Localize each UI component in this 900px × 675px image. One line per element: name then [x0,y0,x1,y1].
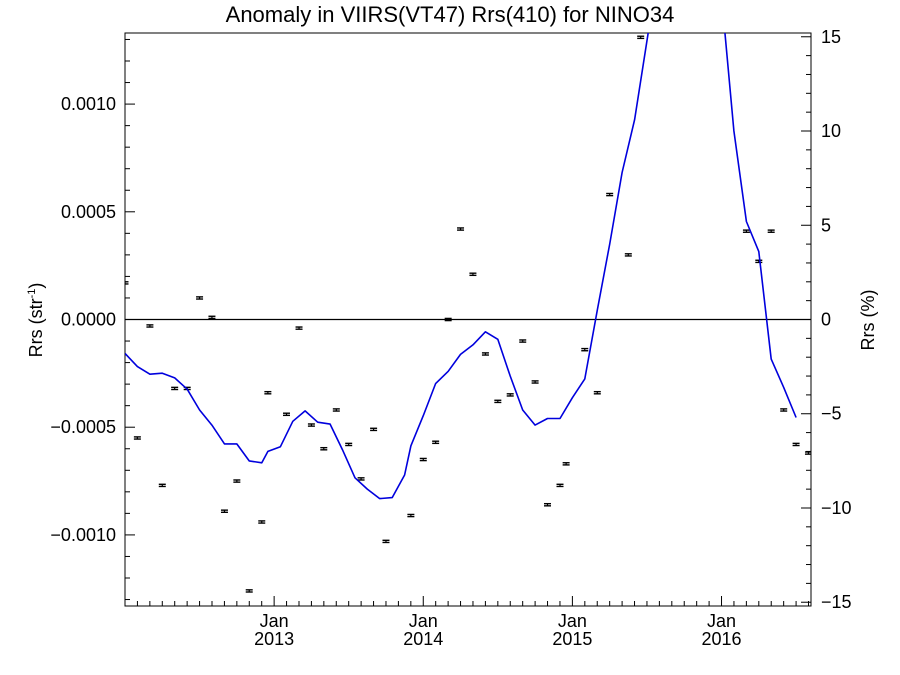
rrs-anomaly-point [562,462,570,466]
rrs-anomaly-point [444,317,452,322]
y2-tick-label: −5 [821,404,842,424]
rrs-anomaly-point [531,380,539,384]
rrs-anomaly-point [345,442,353,447]
x-tick-label-year: 2014 [403,629,443,649]
rrs-anomaly-point [283,412,291,417]
y-tick-label: −0.0005 [50,417,116,437]
axis-labels: Rrs (str-1) Rrs (%) [26,283,878,358]
plot-area [125,33,811,593]
rrs-anomaly-point [158,483,166,488]
rrs-anomaly-point [419,457,427,462]
rrs-anomaly-point [295,326,303,330]
y2-tick-label: 15 [821,27,841,47]
rrs-anomaly-point [332,408,340,412]
y2-tick-label: −15 [821,592,852,612]
y-tick-label: 0.0000 [61,310,116,330]
rrs-anomaly-point [556,483,564,488]
rrs-anomaly-point [792,442,800,447]
rrs-anomaly-point [481,352,489,356]
y-axis-label-text: Rrs (str [26,298,46,357]
rrs-anomaly-point [382,539,390,544]
rrs-anomaly-point [133,436,141,440]
y2-tick-label: 5 [821,215,831,235]
rrs-anomaly-point [320,446,328,451]
anomaly-percent-line [125,33,797,500]
y-axis-label-close: ) [26,283,46,289]
y-tick-label: 0.0005 [61,202,116,222]
rrs-anomaly-point [146,324,154,328]
y-tick-label: −0.0010 [50,525,116,545]
rrs-anomaly-point [767,229,775,233]
rrs-anomaly-point [780,408,788,412]
rrs-anomaly-point [543,502,551,507]
rrs-anomaly-point [432,440,440,445]
rrs-anomaly-point [208,315,216,320]
rrs-anomaly-point [125,281,129,285]
rrs-anomaly-point [804,451,811,455]
rrs-anomaly-point [593,390,601,395]
y2-tick-label: 10 [821,121,841,141]
y2-axis-label: Rrs (%) [858,290,878,351]
rrs-anomaly-point [457,227,465,231]
rrs-anomaly-point [370,427,378,432]
rrs-anomaly-point [581,347,589,352]
rrs-anomaly-point [245,589,253,593]
x-tick-label-month: Jan [409,611,438,631]
rrs-anomaly-point [264,390,272,395]
rrs-anomaly-point [755,259,763,264]
rrs-anomaly-point [637,35,645,40]
chart-title: Anomaly in VIIRS(VT47) Rrs(410) for NINO… [225,2,675,27]
rrs-anomaly-point [258,520,266,524]
x-tick-label-month: Jan [707,611,736,631]
y2-tick-label: −10 [821,498,852,518]
rrs-anomaly-point [171,386,179,391]
x-tick-label-month: Jan [558,611,587,631]
rrs-anomaly-point [494,399,502,404]
rrs-anomaly-point [196,296,204,300]
rrs-anomaly-point [233,479,241,483]
axes: −0.0010 −0.0005 0.0000 0.0005 0.0010 −15 −10 −5… [50,27,851,649]
rrs-anomaly-point [624,253,632,257]
rrs-anomaly-point [307,423,315,427]
rrs-anomaly-point [506,393,514,397]
y2-tick-label: 0 [821,310,831,330]
x-tick-label-year: 2013 [254,629,294,649]
x-tick-label-month: Jan [260,611,289,631]
x-tick-label-year: 2016 [701,629,741,649]
y-axis-label-superscript: -1 [26,289,38,299]
y-axis-label: Rrs (str-1) [26,283,46,358]
rrs-anomaly-point [742,229,750,233]
rrs-anomaly-point [407,513,415,518]
rrs-anomaly-point [469,272,477,277]
rrs-anomaly-point [357,477,365,481]
y-tick-label: 0.0010 [61,94,116,114]
rrs-anomaly-point [220,509,228,513]
x-tick-label-year: 2015 [552,629,592,649]
rrs-anomaly-point [519,339,527,343]
rrs-anomaly-point [606,192,614,197]
